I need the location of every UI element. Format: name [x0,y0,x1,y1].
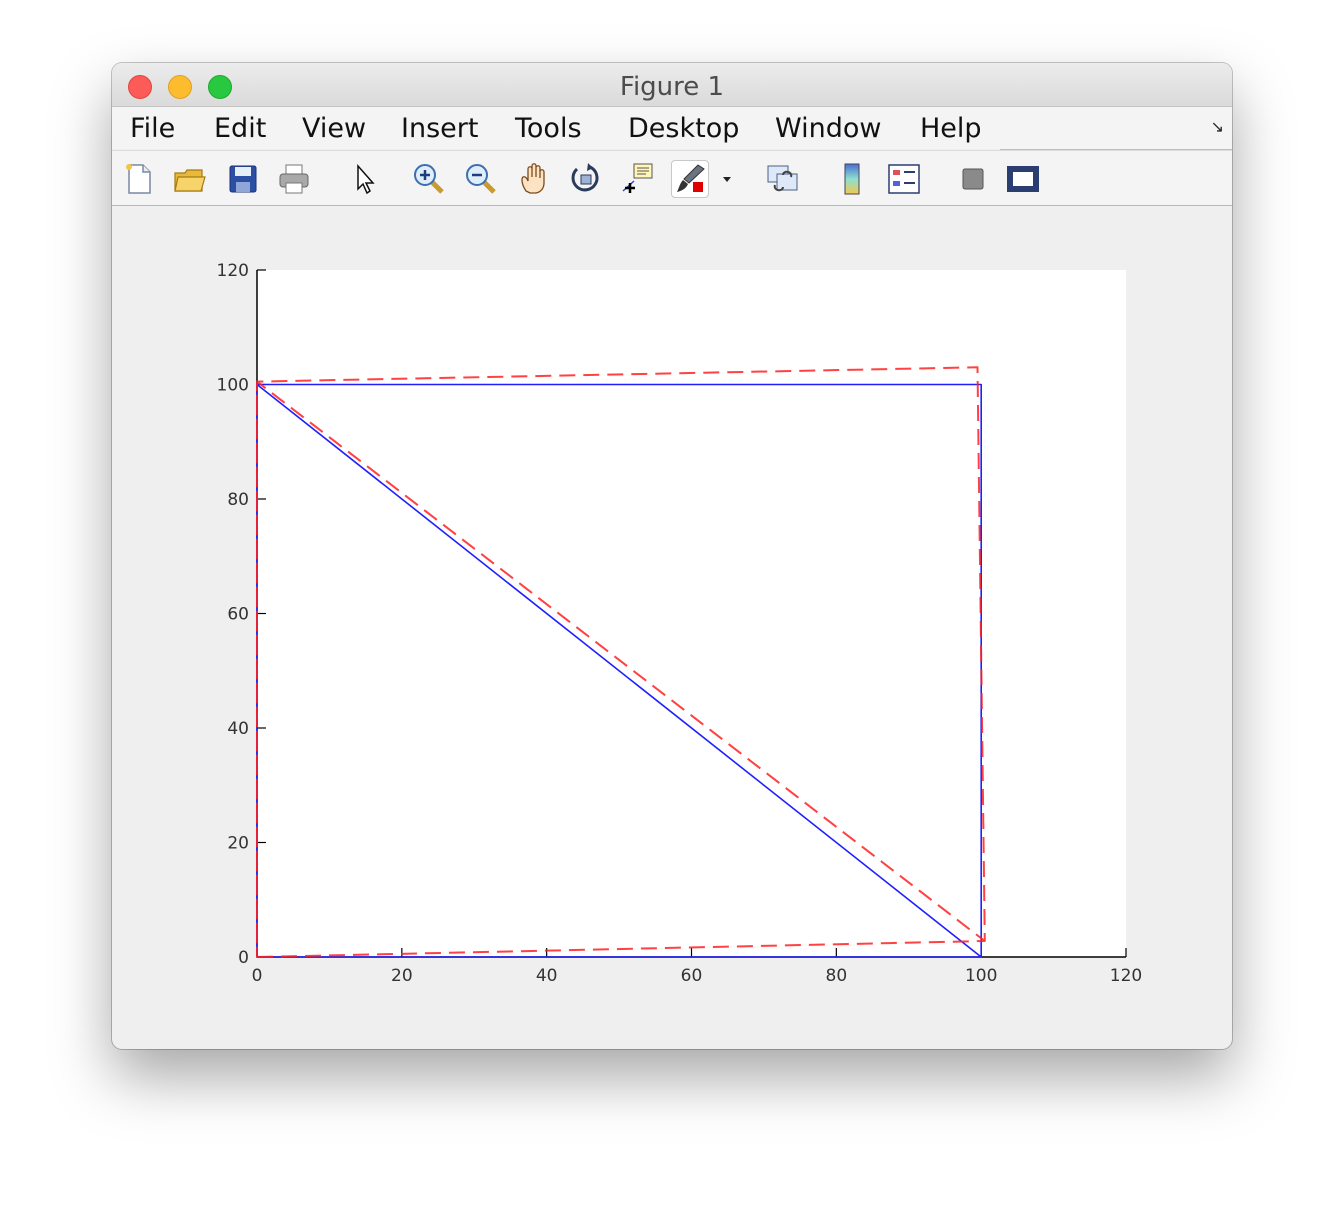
print-icon[interactable] [276,161,312,197]
colorbar-icon[interactable] [835,161,871,197]
line-chart[interactable]: 0 20 40 60 80 100 120 0 20 40 60 80 100 120 [112,207,1232,1049]
close-window-button[interactable] [128,75,152,99]
zoom-window-button[interactable] [208,75,232,99]
menu-help[interactable]: Help [920,113,982,144]
zoom-in-icon[interactable] [411,161,447,197]
title-bar[interactable]: Figure 1 [112,63,1232,107]
menu-tools[interactable]: Tools [515,113,582,144]
x-tick-label: 80 [826,966,848,986]
legend-icon[interactable] [886,161,922,197]
x-tick-label: 0 [252,966,263,986]
menu-insert[interactable]: Insert [401,113,479,144]
open-file-icon[interactable] [172,161,208,197]
figure-toolbar [112,150,1232,206]
edit-plot-arrow-icon[interactable] [348,161,384,197]
y-tick-label: 40 [227,719,249,739]
figure-window: Figure 1 File Edit View Insert Tools Des… [112,63,1232,1049]
menu-bar: File Edit View Insert Tools Desktop Wind… [112,107,1232,150]
minimize-window-button[interactable] [168,75,192,99]
y-tick-label: 0 [238,948,249,968]
brush-dropdown-icon[interactable] [717,161,737,197]
x-tick-label: 100 [965,966,997,986]
menu-desktop[interactable]: Desktop [628,113,740,144]
window-title: Figure 1 [619,72,725,102]
new-figure-icon[interactable] [121,161,157,197]
y-tick-label: 80 [227,490,249,510]
menu-separator [1000,149,1232,150]
x-tick-label: 20 [391,966,413,986]
data-cursor-icon[interactable] [620,161,656,197]
rotate-3d-icon[interactable] [568,161,604,197]
dock-arrow-icon[interactable]: ↘ [1210,119,1224,136]
y-tick-label: 60 [227,605,249,625]
show-plot-tools-icon[interactable] [1005,161,1041,197]
menu-edit[interactable]: Edit [214,113,267,144]
x-tick-label: 120 [1110,966,1142,986]
pan-hand-icon[interactable] [516,161,552,197]
menu-window[interactable]: Window [775,113,882,144]
x-tick-label: 60 [681,966,703,986]
y-tick-label: 20 [227,834,249,854]
menu-file[interactable]: File [130,113,176,144]
link-plot-icon[interactable] [765,161,801,197]
y-tick-label: 100 [217,376,249,396]
hide-plot-tools-icon[interactable] [955,161,991,197]
y-tick-label: 120 [217,261,249,281]
series-2-line [256,366,986,958]
save-icon[interactable] [225,161,261,197]
zoom-out-icon[interactable] [463,161,499,197]
brush-icon[interactable] [671,160,709,198]
figure-content: 0 20 40 60 80 100 120 0 20 40 60 80 100 120 [112,207,1232,1049]
x-tick-label: 40 [536,966,558,986]
menu-view[interactable]: View [302,113,367,144]
